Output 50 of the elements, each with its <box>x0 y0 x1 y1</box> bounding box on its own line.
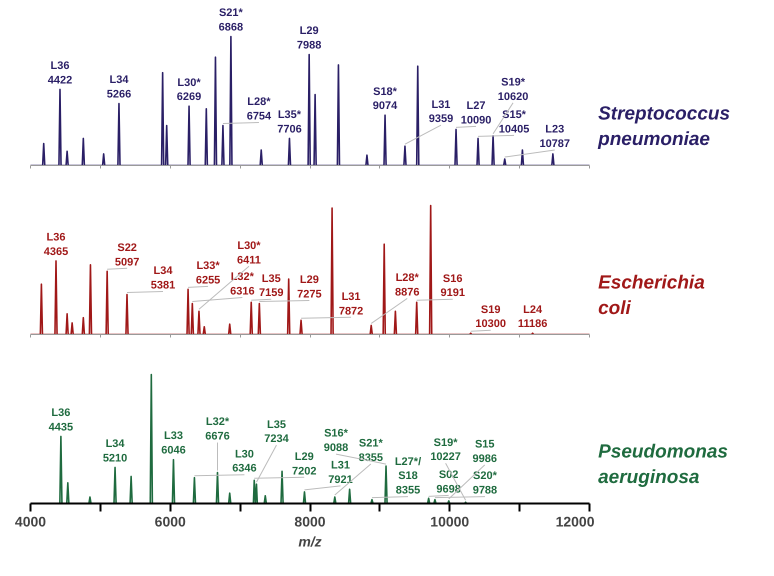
annotation: L28* 6754 <box>246 96 272 123</box>
annotation: L33* 6255 <box>196 260 220 286</box>
annotation: L31 9359 <box>428 98 454 126</box>
annotation: S21* 6868 <box>218 7 244 34</box>
annotation: L36 4365 <box>44 232 68 258</box>
annotation: L29 7202 <box>292 450 316 478</box>
x-tick-label: 10000 <box>430 514 470 530</box>
annotation: L36 4435 <box>48 407 74 434</box>
annotation: L27 10090 <box>460 100 492 126</box>
annotation: L32* 6676 <box>205 416 230 443</box>
annotation: S19* 10227 <box>430 436 461 464</box>
annotation: L34 5381 <box>150 265 176 292</box>
annotation: S02 9698 <box>436 468 461 496</box>
x-tick-label: 12000 <box>556 514 595 530</box>
annotation: S19 10300 <box>475 304 506 330</box>
annotation: L35* 7706 <box>277 109 302 136</box>
annotation: S18* 9074 <box>372 86 398 112</box>
annotation: L35 7234 <box>264 418 290 446</box>
annotation: S19* 10620 <box>498 76 528 103</box>
annotation: S15 9986 <box>472 438 498 465</box>
annotation: L23 10787 <box>539 124 570 150</box>
annotation: L34 5210 <box>102 438 128 464</box>
annotation: L27*/ S18 8355 <box>394 456 422 497</box>
annotation: L34 5266 <box>106 74 132 101</box>
annotation: S22 5097 <box>114 242 140 268</box>
annotation: L32* 6316 <box>230 271 255 298</box>
annotation: L31 7872 <box>338 290 364 318</box>
annotation: L30* 6269 <box>176 76 202 104</box>
annotation: L35 7159 <box>259 272 284 300</box>
annotation: L31 7921 <box>328 459 353 486</box>
annotation: S16 9191 <box>440 272 465 300</box>
annotation: L30 6346 <box>232 448 257 475</box>
annotation: S16* 9088 <box>324 428 349 454</box>
annotation: L29 7275 <box>297 274 322 301</box>
annotation: S20* 9788 <box>472 470 498 497</box>
x-tick-label: 6000 <box>154 514 186 530</box>
annotation: S15* 10405 <box>498 109 530 136</box>
annotation: L30* 6411 <box>237 240 262 266</box>
series-label: Pseudomonas aeruginosa <box>598 442 728 488</box>
annotation: L24 11186 <box>518 304 548 330</box>
series-label: Streptococcus pneumoniae <box>597 104 730 150</box>
annotation: S21* 8355 <box>358 438 384 464</box>
series-label: Escherichia coli <box>598 272 706 319</box>
annotation: L29 7988 <box>296 25 322 52</box>
annotation: L28* 8876 <box>394 272 420 298</box>
x-tick-label: 8000 <box>294 514 326 530</box>
annotation: L36 4422 <box>48 60 72 86</box>
x-tick-label: 4000 <box>14 514 46 530</box>
annotation: L33 6046 <box>161 430 186 457</box>
x-axis-title: m/z <box>298 534 322 550</box>
